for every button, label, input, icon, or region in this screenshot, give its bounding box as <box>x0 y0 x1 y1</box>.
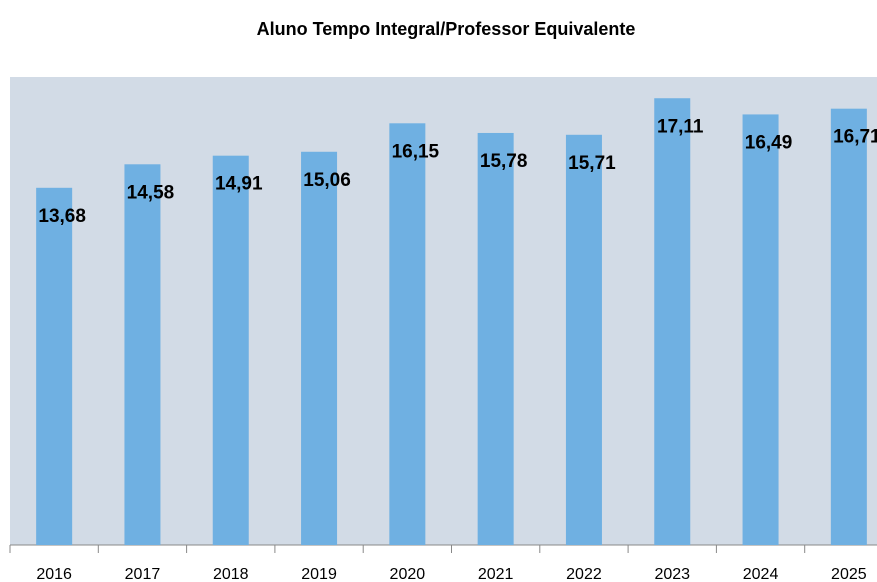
bar <box>124 164 161 546</box>
bar <box>36 187 73 546</box>
data-label: 16,49 <box>745 132 793 153</box>
x-tick-label: 2023 <box>654 566 690 582</box>
data-label: 15,06 <box>303 170 351 191</box>
data-label: 16,15 <box>392 141 440 162</box>
bar <box>389 123 426 546</box>
x-tick-label: 2019 <box>301 566 337 582</box>
x-tick-label: 2025 <box>831 566 867 582</box>
bar <box>830 108 867 545</box>
bar <box>301 151 338 545</box>
x-tick-label: 2020 <box>390 566 426 582</box>
x-tick-label: 2021 <box>478 566 514 582</box>
bar <box>565 134 602 546</box>
data-label: 15,71 <box>568 153 616 174</box>
bar <box>477 132 514 545</box>
x-tick-label: 2017 <box>125 566 161 582</box>
bar <box>212 155 249 545</box>
chart-title: Aluno Tempo Integral/Professor Equivalen… <box>257 19 636 39</box>
data-label: 16,71 <box>833 127 877 148</box>
x-tick-label: 2018 <box>213 566 249 582</box>
x-tick-label: 2022 <box>566 566 602 582</box>
data-label: 14,91 <box>215 174 263 195</box>
data-label: 13,68 <box>38 206 86 227</box>
x-tick-label: 2016 <box>36 566 72 582</box>
x-tick-label: 2024 <box>743 566 779 582</box>
bar <box>742 114 779 545</box>
bar <box>654 98 691 545</box>
data-label: 14,58 <box>127 182 175 203</box>
data-label: 17,11 <box>657 116 704 137</box>
data-label: 15,78 <box>480 151 528 172</box>
